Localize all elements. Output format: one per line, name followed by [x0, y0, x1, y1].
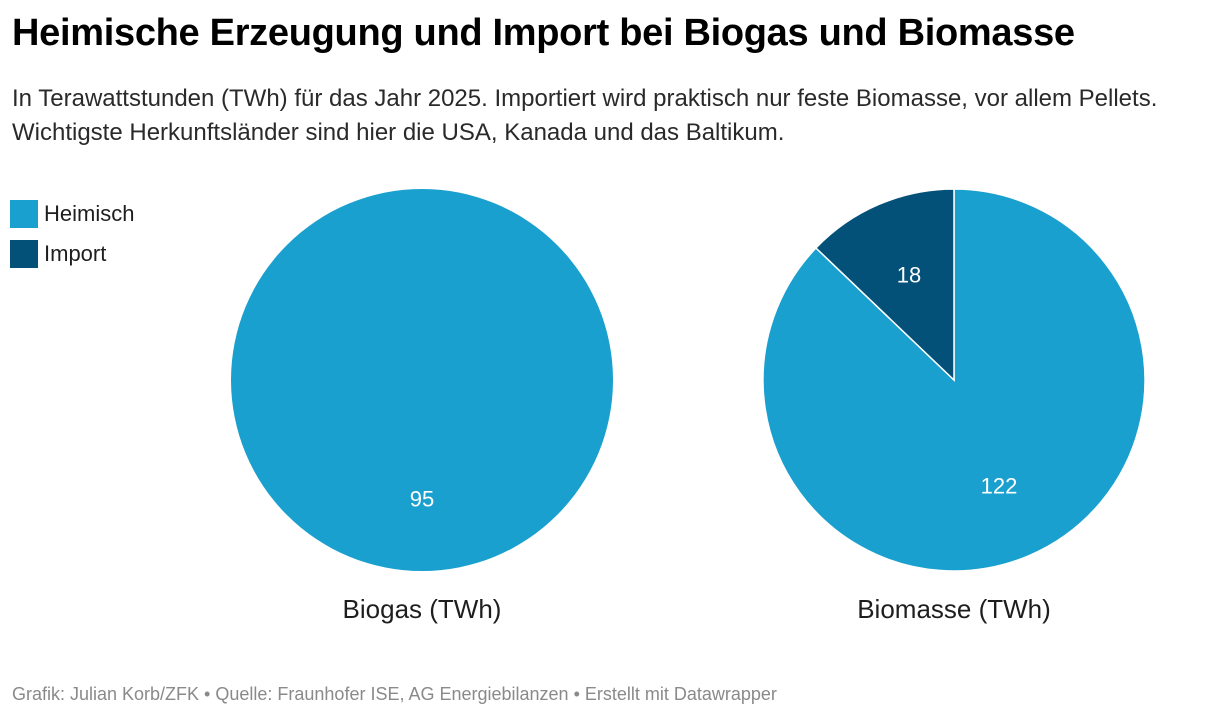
legend-swatch-heimisch [10, 200, 38, 228]
pie-title: Biomasse (TWh) [857, 594, 1051, 624]
legend-item-heimisch: Heimisch [10, 198, 134, 230]
legend-item-import: Import [10, 238, 134, 270]
pie-value-label-import: 18 [897, 263, 921, 288]
pie-value-label-heimisch: 95 [410, 486, 434, 511]
footer-credits: Grafik: Julian Korb/ZFK • Quelle: Fraunh… [12, 684, 777, 704]
pie-slice-import [814, 188, 955, 382]
pie-biogas-twh: 95 Biogas (TWh) [231, 189, 613, 624]
pie-value-label-heimisch: 122 [981, 473, 1018, 498]
pie-title: Biogas (TWh) [343, 594, 502, 624]
legend-swatch-import [10, 240, 38, 268]
legend: Heimisch Import [10, 198, 134, 278]
chart-title: Heimische Erzeugung und Import bei Bioga… [12, 12, 1075, 54]
pie-biomasse-twh: 122 18 Biomasse (TWh) [762, 188, 1146, 624]
legend-label-import: Import [44, 241, 107, 266]
chart-subtitle: In Terawattstunden (TWh) für das Jahr 20… [12, 85, 1158, 146]
pie-slice-heimisch [231, 189, 613, 571]
legend-label-heimisch: Heimisch [44, 201, 135, 226]
